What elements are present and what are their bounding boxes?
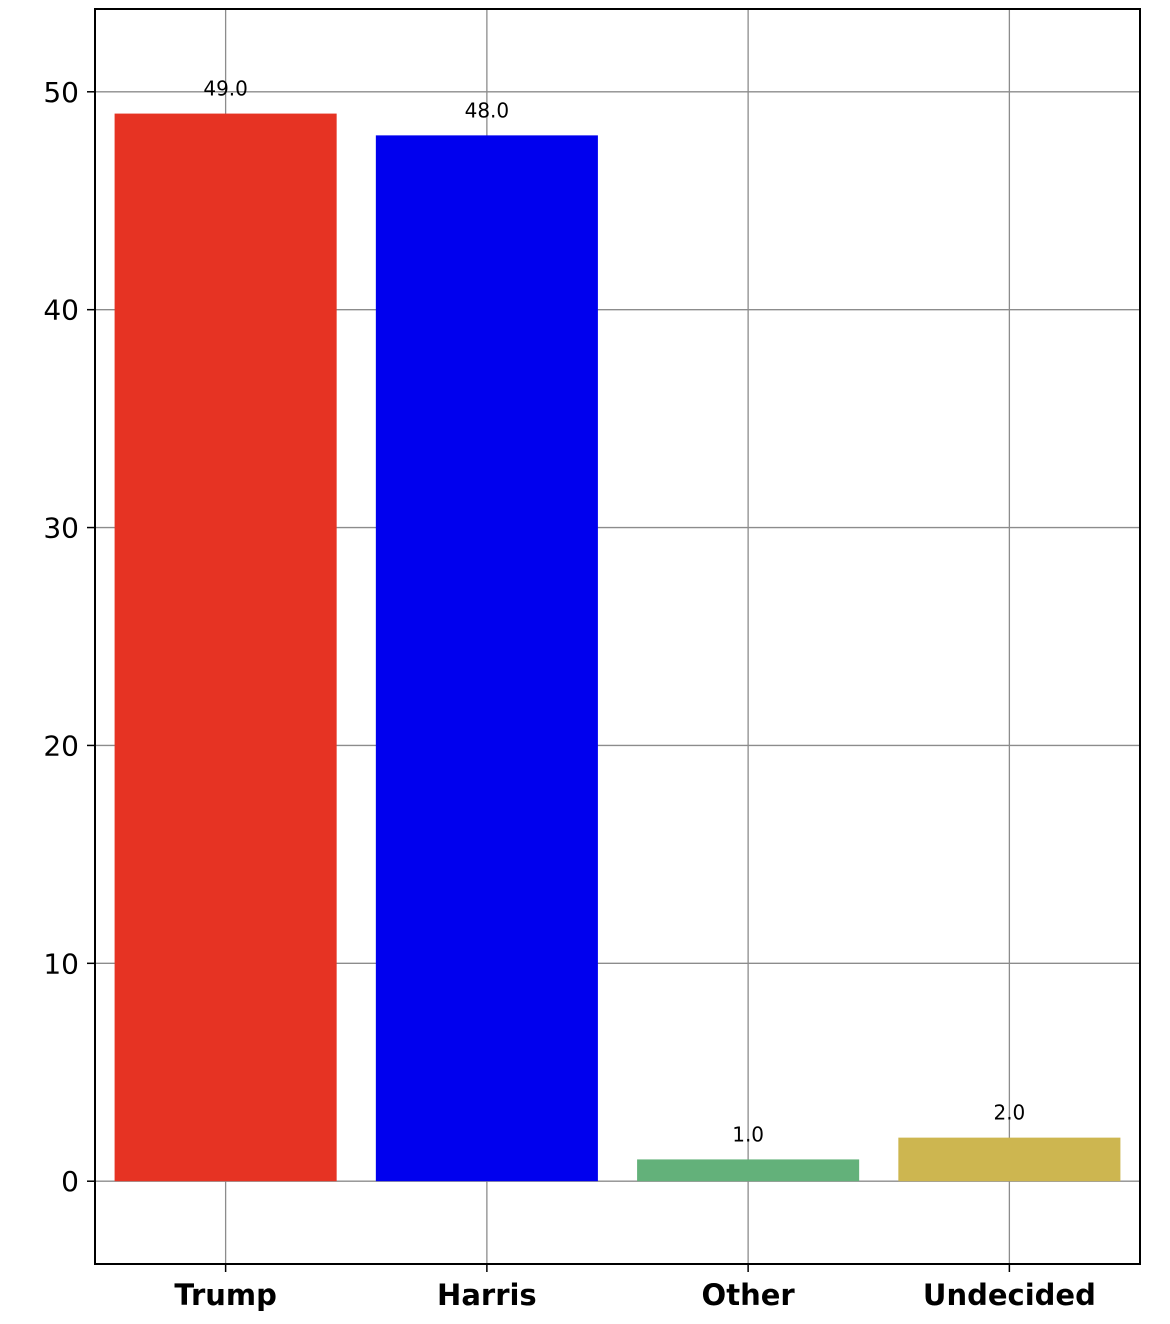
plot-frame <box>94 8 1141 1265</box>
data-label-other: 1.0 <box>732 1122 764 1146</box>
data-labels: 49.0 48.0 1.0 2.0 <box>203 77 1025 1147</box>
y-tick-label: 30 <box>43 512 79 545</box>
y-tick-label: 50 <box>43 76 79 109</box>
bar-other <box>637 1159 860 1182</box>
y-tick-label: 20 <box>43 729 79 762</box>
x-tick-label-harris: Harris <box>437 1278 537 1312</box>
x-tick-label-other: Other <box>702 1278 796 1312</box>
bar-harris <box>375 135 598 1182</box>
data-label-trump: 49.0 <box>203 77 248 101</box>
bar-trump <box>114 113 337 1182</box>
x-axis-ticks: Trump Harris Other Undecided <box>174 1264 1096 1312</box>
x-tick-label-undecided: Undecided <box>923 1278 1096 1312</box>
y-tick-label: 0 <box>61 1165 79 1198</box>
bar-undecided <box>898 1137 1121 1182</box>
y-axis-ticks: 0 10 20 30 40 50 <box>43 76 95 1198</box>
data-label-harris: 48.0 <box>465 98 510 122</box>
x-tick-label-trump: Trump <box>174 1278 277 1312</box>
y-tick-label: 40 <box>43 294 79 327</box>
bars <box>114 113 1121 1182</box>
data-label-undecided: 2.0 <box>993 1101 1025 1125</box>
y-tick-label: 10 <box>43 947 79 980</box>
